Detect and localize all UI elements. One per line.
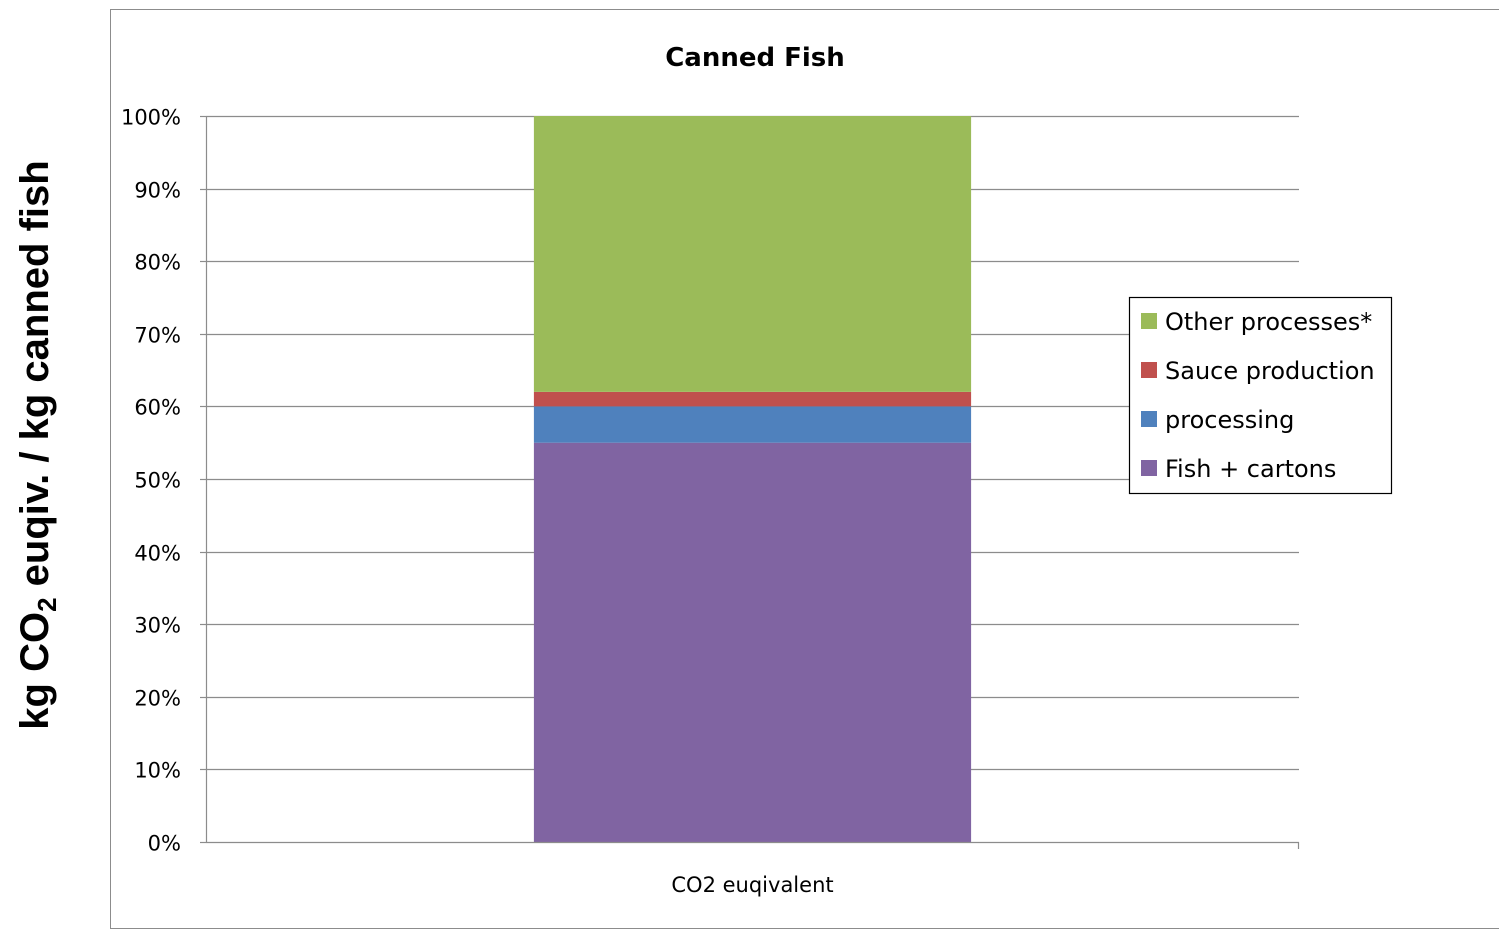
chart-title: Canned Fish — [665, 43, 845, 73]
y-tick-labels: 0% 10% 20% 30% 40% 50% 60% 70% 80% 90% 100% — [121, 106, 181, 856]
y-tick-label: 10% — [134, 759, 181, 783]
bar-segment-other-processes — [533, 116, 972, 392]
bar-segment-fish-cartons — [533, 442, 972, 842]
legend-swatch — [1141, 362, 1157, 378]
legend: Other processes* Sauce production processi… — [1128, 296, 1393, 495]
y-tick-label: 100% — [121, 106, 181, 130]
axes — [200, 115, 1300, 849]
y-tick-label: 70% — [134, 324, 181, 348]
y-tick-label: 30% — [134, 614, 181, 638]
legend-label: Other processes* — [1165, 308, 1372, 336]
legend-label: Sauce production — [1165, 357, 1375, 385]
legend-box — [1128, 296, 1393, 495]
legend-swatch — [1141, 460, 1157, 476]
bar-segment-processing — [533, 406, 972, 443]
y-tick-label: 60% — [134, 396, 181, 420]
y-tick-label: 90% — [134, 179, 181, 203]
bar-segments — [533, 116, 972, 842]
x-tick-labels: CO2 euqivalent — [671, 873, 833, 897]
y-tick-label: 0% — [148, 832, 181, 856]
legend-label: processing — [1165, 406, 1294, 434]
y-tick-label: 40% — [134, 542, 181, 566]
y-tick-label: 80% — [134, 251, 181, 275]
legend-swatch — [1141, 411, 1157, 427]
y-tick-label: 50% — [134, 469, 181, 493]
legend-swatch — [1141, 313, 1157, 329]
y-tick-label: 20% — [134, 687, 181, 711]
bar-segment-sauce-production — [533, 391, 972, 407]
x-tick-label: CO2 euqivalent — [671, 873, 833, 897]
legend-label: Fish + cartons — [1165, 455, 1336, 483]
